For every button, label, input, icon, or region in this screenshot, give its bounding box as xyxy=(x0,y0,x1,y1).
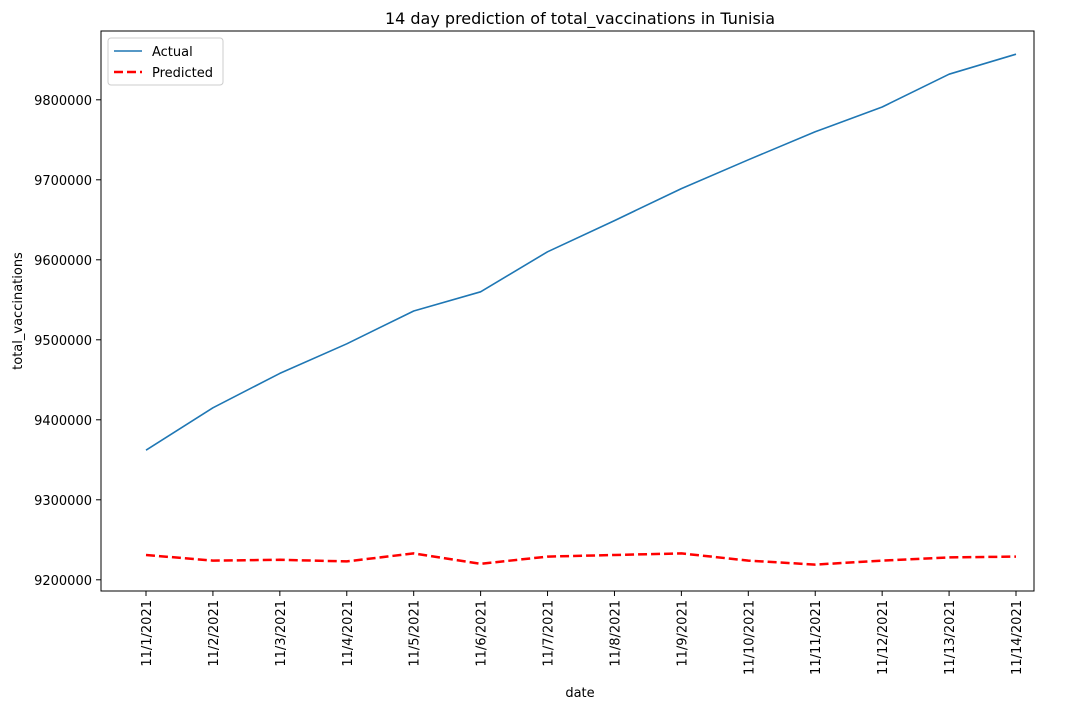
x-tick-label: 11/1/2021 xyxy=(140,600,155,667)
x-axis: 11/1/2021 11/2/2021 11/3/2021 11/4/2021 11/5… xyxy=(140,591,1025,675)
legend: Actual Predicted xyxy=(107,37,224,86)
y-axis: 9200000 9300000 9400000 9500000 9600000 97000… xyxy=(34,94,101,589)
y-tick-label: 9300000 xyxy=(34,494,92,509)
x-tick-label: 11/6/2021 xyxy=(475,600,490,667)
y-axis-label: total_vaccinations xyxy=(11,252,26,370)
x-axis-label: date xyxy=(565,686,594,701)
x-tick-label: 11/12/2021 xyxy=(876,600,891,675)
y-tick-label: 9400000 xyxy=(34,414,92,429)
x-tick-label: 11/14/2021 xyxy=(1010,600,1025,675)
x-tick-label: 11/4/2021 xyxy=(341,600,356,667)
x-tick-label: 11/5/2021 xyxy=(408,600,423,667)
x-tick-label: 11/11/2021 xyxy=(809,600,824,675)
series-layer xyxy=(145,53,1017,566)
chart-title: 14 day prediction of total_vaccinations … xyxy=(385,9,775,29)
x-tick-label: 11/13/2021 xyxy=(943,600,958,675)
x-tick-label: 11/2/2021 xyxy=(207,600,222,667)
x-tick-label: 11/3/2021 xyxy=(274,600,289,667)
y-tick-label: 9700000 xyxy=(34,174,92,189)
plot-frame xyxy=(100,30,1035,592)
series-line-actual xyxy=(145,53,1017,451)
y-tick-label: 9200000 xyxy=(34,574,92,589)
y-tick-label: 9800000 xyxy=(34,94,92,109)
y-tick-label: 9500000 xyxy=(34,334,92,349)
x-tick-label: 11/10/2021 xyxy=(742,600,757,675)
series-line-predicted xyxy=(145,552,1017,566)
y-tick-label: 9600000 xyxy=(34,254,92,269)
legend-label-predicted: Predicted xyxy=(152,66,213,81)
x-tick-label: 11/9/2021 xyxy=(675,600,690,667)
legend-label-actual: Actual xyxy=(152,45,193,60)
legend-box xyxy=(107,37,224,86)
x-tick-label: 11/8/2021 xyxy=(608,600,623,667)
x-tick-label: 11/7/2021 xyxy=(542,600,557,667)
